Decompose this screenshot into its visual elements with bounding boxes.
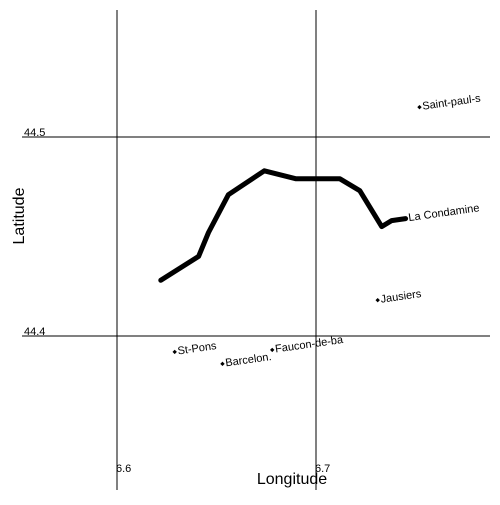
route-line bbox=[158, 168, 409, 283]
place-dot-icon bbox=[220, 361, 225, 367]
place-dot-icon bbox=[417, 104, 422, 110]
place-marker: Saint-paul-s bbox=[417, 93, 482, 113]
place-label: Saint-paul-s bbox=[422, 93, 482, 113]
y-tick-label: 44.4 bbox=[24, 326, 45, 338]
place-label: Faucon-de-ba bbox=[274, 334, 344, 356]
place-label: St-Pons bbox=[177, 340, 218, 357]
place-marker: Faucon-de-ba bbox=[270, 334, 345, 356]
x-tick-label: 6.6 bbox=[116, 463, 131, 475]
place-marker: Barcelon. bbox=[220, 351, 272, 369]
graticule bbox=[22, 10, 490, 490]
place-marker: St-Pons bbox=[172, 340, 218, 357]
y-axis-title: Latitude bbox=[11, 187, 28, 244]
place-marker: Jausiers bbox=[375, 288, 423, 306]
place-label: La Condamine bbox=[408, 202, 481, 224]
place-marker: La Condamine bbox=[403, 202, 480, 224]
place-dot-icon bbox=[172, 349, 177, 355]
place-dot-icon bbox=[403, 216, 408, 221]
x-axis-title: Longitude bbox=[257, 471, 327, 488]
places-layer: Saint-paul-s La Condamine Jausiers St-Pons B… bbox=[172, 93, 482, 369]
place-label: Jausiers bbox=[380, 288, 423, 306]
place-dot-icon bbox=[270, 347, 275, 353]
place-label: Barcelon. bbox=[225, 351, 273, 369]
x-tick-label: 6.7 bbox=[315, 463, 330, 475]
y-tick-label: 44.5 bbox=[24, 127, 45, 139]
place-dot-icon bbox=[375, 297, 380, 303]
